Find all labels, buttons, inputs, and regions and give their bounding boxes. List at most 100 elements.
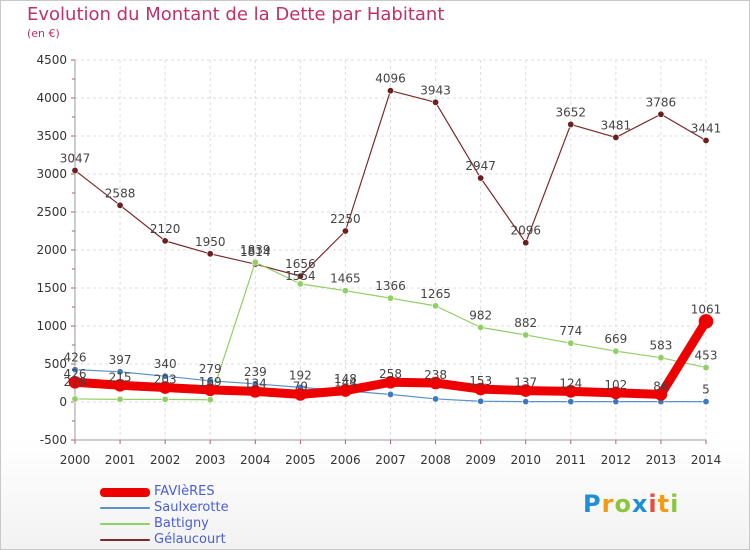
x-tick-label: 2014	[691, 453, 722, 467]
data-label: 153	[469, 374, 492, 388]
data-label: 134	[244, 376, 267, 390]
legend-item: Saulxerotte	[100, 500, 229, 516]
data-label: 144	[334, 376, 357, 390]
x-tick-label: 2002	[150, 453, 181, 467]
legend-swatch	[100, 523, 150, 525]
data-label: 583	[649, 339, 672, 353]
logo-letter: x	[631, 490, 649, 518]
data-point-0	[339, 384, 352, 397]
data-point-0	[113, 378, 127, 392]
data-label: 203	[154, 373, 177, 387]
data-point-2	[296, 280, 304, 288]
data-point-3	[657, 110, 665, 118]
data-label: 86	[653, 379, 668, 393]
data-label: 982	[469, 308, 492, 322]
x-tick-label: 2005	[285, 453, 316, 467]
data-point-3	[612, 133, 620, 141]
data-label: 774	[559, 324, 582, 338]
data-label: 1814	[240, 245, 271, 259]
legend-swatch	[100, 539, 150, 541]
data-point-3	[161, 237, 169, 245]
legend-label: Battigny	[154, 516, 209, 531]
data-label: 102	[604, 378, 627, 392]
data-point-1	[386, 390, 394, 398]
data-point-2	[251, 258, 259, 266]
data-point-0	[564, 385, 578, 398]
x-tick-label: 2008	[420, 453, 451, 467]
data-point-3	[432, 98, 440, 106]
y-tick-label: 500	[44, 357, 67, 371]
chart-legend: FAVIèRES Saulxerotte Battigny Gélaucourt	[100, 484, 229, 548]
data-label: 1839	[240, 243, 271, 257]
data-point-0	[68, 375, 82, 389]
data-point-1	[71, 366, 79, 374]
y-tick-label: 3500	[36, 129, 67, 143]
data-label: 4096	[375, 72, 406, 86]
data-label: 397	[109, 353, 132, 367]
data-point-0	[248, 385, 262, 398]
x-tick-label: 2000	[60, 453, 91, 467]
data-point-2	[477, 323, 485, 331]
data-label: 3441	[691, 121, 722, 135]
data-label: 3652	[556, 105, 587, 119]
data-label: 192	[289, 368, 312, 382]
legend-item: Gélaucourt	[100, 532, 229, 548]
legend-item: FAVIèRES	[100, 484, 229, 500]
data-point-2	[116, 395, 124, 403]
data-point-0	[203, 383, 217, 397]
logo-letter: o	[614, 490, 632, 518]
data-label: 3786	[646, 95, 677, 109]
x-tick-label: 2010	[510, 453, 541, 467]
x-tick-label: 2013	[646, 453, 677, 467]
x-tick-label: 2009	[465, 453, 496, 467]
legend-label: FAVIèRES	[154, 484, 215, 499]
legend-label: Saulxerotte	[154, 500, 229, 515]
data-label: 1265	[420, 287, 451, 301]
data-label: 340	[154, 357, 177, 371]
data-label: 137	[514, 376, 537, 390]
data-point-2	[567, 339, 575, 347]
data-label: 3047	[60, 151, 91, 165]
data-point-2	[612, 347, 620, 355]
y-tick-label: 2500	[36, 205, 67, 219]
data-label: 2120	[150, 222, 181, 236]
data-label: 238	[424, 368, 447, 382]
legend-swatch	[100, 507, 150, 509]
data-point-0	[609, 386, 623, 400]
x-tick-label: 2004	[240, 453, 271, 467]
y-tick-label: 1500	[36, 281, 67, 295]
data-label: 1465	[330, 272, 361, 286]
data-point-2	[386, 294, 394, 302]
y-tick-label: 4500	[36, 53, 67, 67]
data-label: 239	[244, 365, 267, 379]
data-label: 1656	[285, 257, 316, 271]
data-point-1	[432, 395, 440, 403]
data-point-0	[519, 384, 533, 397]
data-point-0	[698, 314, 714, 329]
data-label: 279	[199, 362, 222, 376]
data-label: 279	[64, 375, 87, 389]
data-point-0	[294, 388, 307, 401]
y-tick-label: -500	[40, 433, 67, 447]
legend-label: Gélaucourt	[154, 532, 226, 547]
y-tick-label: 2000	[36, 243, 67, 257]
data-point-3	[206, 250, 214, 258]
data-label: 2250	[330, 212, 361, 226]
data-label: 426	[64, 351, 87, 365]
data-point-2	[702, 364, 710, 372]
data-label: 453	[695, 349, 718, 363]
data-point-3	[296, 272, 304, 280]
x-tick-label: 2012	[601, 453, 632, 467]
logo-letter: t	[657, 490, 671, 518]
data-label: 215	[109, 370, 132, 384]
data-label: 426	[64, 367, 87, 381]
data-point-3	[522, 239, 530, 247]
data-point-3	[386, 87, 394, 95]
data-point-1	[477, 397, 485, 405]
data-point-0	[654, 388, 668, 401]
data-point-1	[702, 398, 710, 406]
data-label: 169	[199, 375, 222, 389]
proxiti-logo: Proxiti	[583, 490, 679, 518]
